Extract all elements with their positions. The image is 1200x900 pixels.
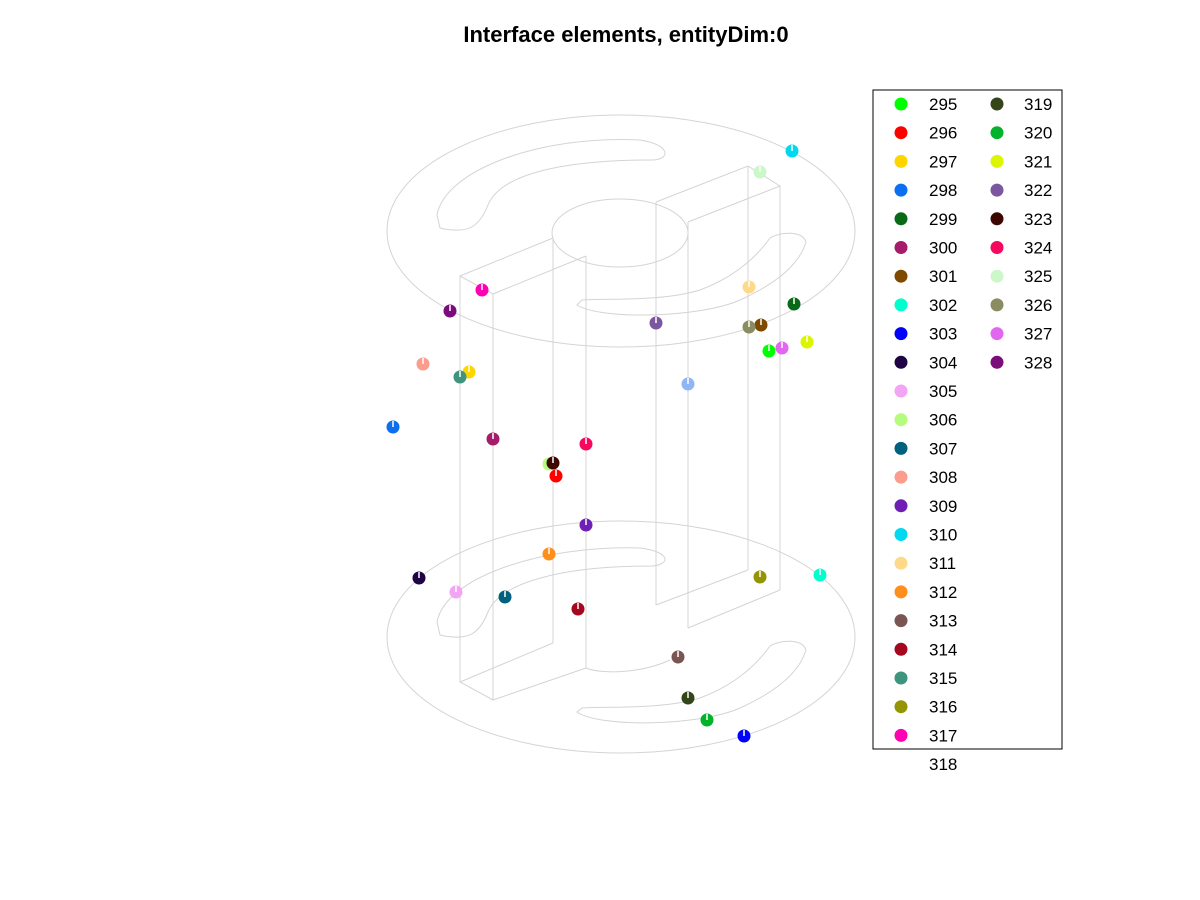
legend-label-317: 317: [929, 726, 957, 745]
legend-marker-317: [894, 728, 908, 742]
legend-marker-296: [894, 126, 908, 140]
legend-marker-321: [990, 154, 1004, 168]
top-channel-right: [576, 232, 807, 316]
legend-marker-302: [894, 298, 908, 312]
legend-marker-305: [894, 384, 908, 398]
legend-label-310: 310: [929, 526, 957, 545]
legend-marker-326: [990, 298, 1004, 312]
legend-label-296: 296: [929, 124, 957, 143]
legend-marker-325: [990, 269, 1004, 283]
legend-label-299: 299: [929, 210, 957, 229]
column-left-bottom-edges: [459, 642, 587, 701]
legend-label-316: 316: [929, 698, 957, 717]
legend-marker-322: [990, 183, 1004, 197]
legend-marker-311: [894, 556, 908, 570]
legend-label-314: 314: [929, 640, 957, 659]
legend-label-326: 326: [1024, 296, 1052, 315]
legend-marker-308: [894, 470, 908, 484]
legend-marker-301: [894, 269, 908, 283]
column-right-inner-edges: [655, 202, 689, 628]
legend-marker-327: [990, 327, 1004, 341]
legend-marker-307: [894, 441, 908, 455]
legend-label-297: 297: [929, 152, 957, 171]
column-bottom-ring: [585, 659, 671, 673]
legend-label-319: 319: [1024, 95, 1052, 114]
legend-label-315: 315: [929, 669, 957, 688]
legend-label-305: 305: [929, 382, 957, 401]
column-top-ring: [551, 198, 689, 268]
bottom-channel-left: [436, 547, 666, 638]
bottom-disc-outline: [386, 520, 856, 754]
legend-marker-320: [990, 126, 1004, 140]
legend-label-324: 324: [1024, 239, 1052, 258]
column-right-bottom-edges: [655, 569, 781, 629]
geometry-wireframe: [386, 114, 856, 754]
legend-marker-312: [894, 585, 908, 599]
column-inner-edges: [552, 238, 587, 668]
legend-label-322: 322: [1024, 181, 1052, 200]
legend-label-308: 308: [929, 468, 957, 487]
legend-marker-304: [894, 355, 908, 369]
legend-marker-298: [894, 183, 908, 197]
legend-marker-303: [894, 327, 908, 341]
legend-label-313: 313: [929, 612, 957, 631]
legend-marker-297: [894, 154, 908, 168]
legend-marker-309: [894, 499, 908, 513]
legend-marker-313: [894, 614, 908, 628]
legend-label-303: 303: [929, 325, 957, 344]
legend-label-306: 306: [929, 411, 957, 430]
legend-label-321: 321: [1024, 152, 1052, 171]
legend-label-320: 320: [1024, 124, 1052, 143]
legend-label-325: 325: [1024, 267, 1052, 286]
chart-title: Interface elements, entityDim:0: [463, 22, 788, 47]
bottom-channel-right: [576, 640, 807, 724]
legend-marker-295: [894, 97, 908, 111]
column-left-top-edges: [459, 237, 587, 295]
legend-marker-310: [894, 528, 908, 541]
legend-label-318: 318: [929, 755, 957, 774]
legend: 295 296 297 298 299 300 301 302 303 304 305 306 307 3…: [872, 89, 1063, 774]
legend-marker-324: [990, 241, 1004, 254]
legend-label-312: 312: [929, 583, 957, 602]
legend-marker-300: [894, 241, 908, 254]
legend-marker-306: [894, 413, 908, 427]
legend-marker-323: [990, 212, 1004, 226]
legend-marker-319: [990, 97, 1004, 111]
legend-label-300: 300: [929, 239, 957, 258]
legend-label-311: 311: [929, 554, 956, 573]
top-disc-outline: [386, 114, 856, 348]
legend-label-301: 301: [929, 267, 957, 286]
legend-label-302: 302: [929, 296, 957, 315]
legend-label-307: 307: [929, 439, 957, 458]
legend-marker-328: [990, 355, 1004, 369]
legend-label-309: 309: [929, 497, 957, 516]
legend-marker-314: [894, 642, 908, 656]
legend-label-295: 295: [929, 95, 957, 114]
legend-marker-299: [894, 212, 908, 226]
legend-label-328: 328: [1024, 353, 1052, 372]
top-channel-left: [436, 139, 666, 231]
legend-marker-315: [894, 671, 908, 685]
legend-label-327: 327: [1024, 325, 1052, 344]
legend-label-323: 323: [1024, 210, 1052, 229]
legend-marker-316: [894, 700, 908, 714]
legend-label-304: 304: [929, 353, 957, 372]
column-right-outer-edges: [747, 166, 781, 590]
legend-label-298: 298: [929, 181, 957, 200]
